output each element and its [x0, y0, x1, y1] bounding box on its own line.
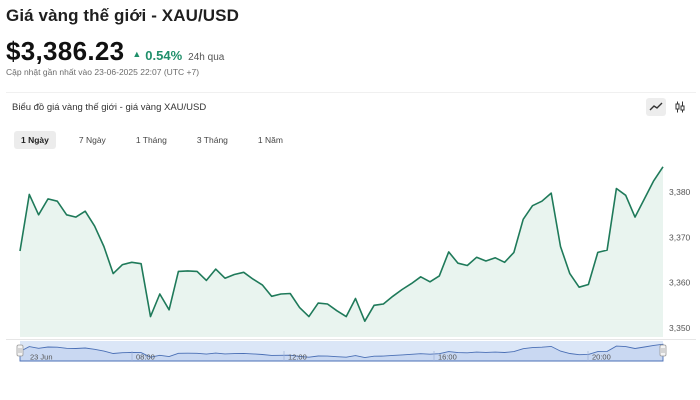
tab-1-day[interactable]: 1 Ngày	[14, 131, 56, 149]
change-percent: 0.54%	[145, 48, 183, 63]
navigator-left-handle[interactable]	[16, 344, 24, 357]
price-chart[interactable]: 3,350 3,360 3,370 3,380 23 Jun 08:00 12:00 16:0…	[6, 93, 696, 400]
price-row: $3,386.23 ▲ 0.54% 24h qua	[6, 36, 224, 67]
tab-1-year[interactable]: 1 Năm	[257, 135, 283, 145]
x-tick-label: 23 Jun	[30, 353, 53, 362]
last-updated: Cập nhật gần nhất vào 23-06-2025 22:07 (…	[6, 67, 200, 77]
y-tick-label: 3,380	[669, 187, 691, 197]
navigator-right-handle[interactable]	[659, 344, 667, 357]
y-tick-label: 3,360	[669, 278, 691, 288]
navigator-divider	[6, 339, 696, 340]
y-tick-label: 3,370	[669, 232, 691, 242]
range-tabs: 1 Ngày 7 Ngày 1 Tháng 3 Tháng 1 Năm	[14, 131, 306, 149]
up-arrow-icon: ▲	[132, 49, 142, 59]
tab-1-month[interactable]: 1 Tháng	[135, 135, 167, 145]
line-chart-icon	[649, 102, 663, 111]
candlestick-button[interactable]	[670, 98, 690, 116]
page-title: Giá vàng thế giới - XAU/USD	[6, 6, 239, 25]
x-tick-label: 12:00	[288, 353, 307, 362]
line-chart-button[interactable]	[646, 98, 666, 116]
navigator-series	[19, 343, 664, 362]
current-price: $3,386.23	[6, 36, 125, 66]
y-tick-label: 3,350	[669, 323, 691, 333]
chart-panel: 3,350 3,360 3,370 3,380 23 Jun 08:00 12:00 16:0…	[6, 92, 696, 400]
tab-3-months[interactable]: 3 Tháng	[196, 135, 228, 145]
tab-7-days[interactable]: 7 Ngày	[78, 135, 106, 145]
x-tick-label: 20:00	[592, 353, 611, 362]
change-period: 24h qua	[188, 52, 225, 63]
x-tick-label: 08:00	[136, 353, 155, 362]
chart-tools	[646, 98, 690, 116]
price-area	[20, 166, 663, 337]
candlestick-icon	[675, 101, 685, 113]
x-tick-label: 16:00	[438, 353, 457, 362]
price-line	[19, 166, 664, 322]
chart-title: Biểu đồ giá vàng thế giới - giá vàng XAU…	[12, 102, 207, 113]
